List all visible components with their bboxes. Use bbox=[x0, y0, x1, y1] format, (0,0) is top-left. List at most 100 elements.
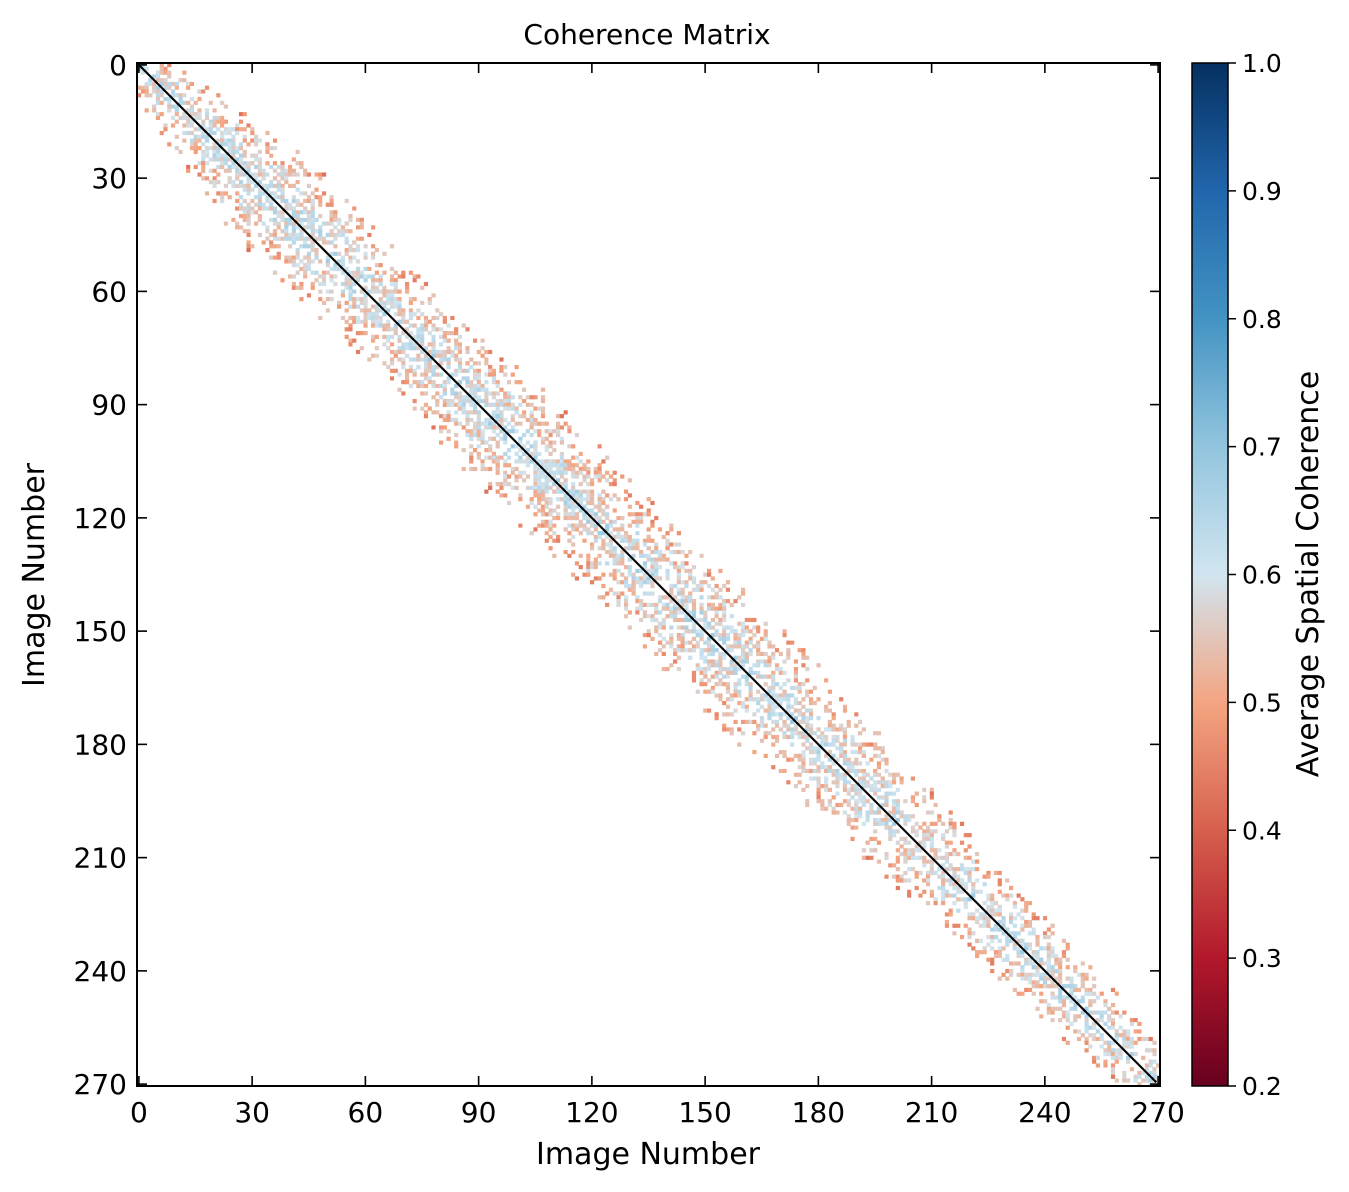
heatmap-cell bbox=[854, 806, 859, 811]
heatmap-cell bbox=[446, 357, 451, 362]
heatmap-cell bbox=[695, 640, 700, 645]
heatmap-cell bbox=[669, 587, 674, 592]
heatmap-cell bbox=[858, 795, 863, 800]
heatmap-cell bbox=[344, 266, 349, 272]
heatmap-cell bbox=[559, 470, 564, 475]
heatmap-cell bbox=[1126, 1029, 1131, 1034]
heatmap-cell bbox=[552, 429, 557, 434]
heatmap-cell bbox=[454, 432, 459, 438]
heatmap-cell bbox=[159, 70, 164, 75]
heatmap-cell bbox=[310, 217, 315, 222]
heatmap-cell bbox=[642, 512, 648, 517]
heatmap-cell bbox=[1024, 976, 1029, 981]
heatmap-cell bbox=[480, 440, 485, 445]
heatmap-cell bbox=[589, 546, 595, 551]
heatmap-cell bbox=[967, 878, 972, 883]
heatmap-cell bbox=[408, 346, 413, 351]
heatmap-cell bbox=[1024, 946, 1029, 951]
heatmap-cell bbox=[204, 134, 210, 139]
heatmap-cell bbox=[725, 682, 731, 687]
heatmap-cell bbox=[454, 417, 459, 423]
heatmap-cell bbox=[544, 459, 549, 464]
heatmap-cell bbox=[374, 312, 379, 317]
heatmap-cell bbox=[1137, 1082, 1142, 1087]
heatmap-cell bbox=[1080, 972, 1085, 977]
heatmap-cell bbox=[1118, 1033, 1123, 1038]
x-tick-label: 270 bbox=[1131, 1096, 1184, 1129]
heatmap-cell bbox=[1005, 957, 1010, 962]
heatmap-cell bbox=[405, 372, 410, 377]
heatmap-cell bbox=[786, 727, 791, 732]
heatmap-cell bbox=[1122, 1010, 1127, 1015]
heatmap-cell bbox=[854, 772, 859, 777]
heatmap-cell bbox=[374, 289, 379, 294]
heatmap-cell bbox=[827, 768, 832, 774]
heatmap-cell bbox=[718, 595, 723, 600]
heatmap-cell bbox=[563, 463, 568, 468]
heatmap-cell bbox=[665, 606, 670, 611]
heatmap-cell bbox=[352, 289, 357, 294]
heatmap-cell bbox=[491, 372, 497, 377]
heatmap-cell bbox=[284, 225, 289, 230]
heatmap-cell bbox=[389, 244, 395, 249]
heatmap-cell bbox=[740, 644, 746, 649]
heatmap-cell bbox=[231, 164, 236, 170]
heatmap-cell bbox=[1005, 893, 1010, 898]
heatmap-cell bbox=[469, 380, 474, 385]
heatmap-cell bbox=[865, 814, 870, 819]
heatmap-cell bbox=[733, 719, 738, 724]
heatmap-cell bbox=[929, 844, 934, 849]
heatmap-cell bbox=[454, 372, 459, 377]
heatmap-cell bbox=[284, 217, 289, 222]
heatmap-cell bbox=[605, 478, 610, 483]
heatmap-cell bbox=[929, 863, 934, 868]
heatmap-cell bbox=[646, 508, 651, 513]
heatmap-cell bbox=[888, 825, 893, 830]
heatmap-cell bbox=[174, 104, 179, 109]
heatmap-cell bbox=[476, 425, 481, 430]
heatmap-cell bbox=[975, 916, 980, 921]
heatmap-cell bbox=[257, 168, 262, 173]
heatmap-cell bbox=[544, 421, 549, 426]
heatmap-cell bbox=[729, 644, 734, 649]
heatmap-cell bbox=[740, 663, 746, 668]
heatmap-cell bbox=[627, 523, 632, 528]
heatmap-cell bbox=[544, 519, 549, 524]
heatmap-cell bbox=[1065, 957, 1070, 962]
heatmap-cell bbox=[737, 621, 742, 626]
heatmap-cell bbox=[959, 863, 965, 868]
heatmap-cell bbox=[235, 146, 240, 151]
heatmap-cell bbox=[673, 561, 678, 566]
heatmap-cell bbox=[707, 644, 712, 649]
heatmap-cell bbox=[371, 323, 376, 328]
heatmap-cell bbox=[284, 221, 289, 226]
heatmap-cell bbox=[605, 561, 610, 566]
heatmap-cell bbox=[261, 176, 266, 181]
heatmap-cell bbox=[1020, 972, 1025, 977]
heatmap-cell bbox=[450, 387, 455, 392]
heatmap-cell bbox=[223, 161, 228, 166]
heatmap-cell bbox=[450, 417, 455, 423]
heatmap-cell bbox=[525, 448, 530, 453]
heatmap-cell bbox=[220, 153, 225, 158]
heatmap-cell bbox=[231, 149, 236, 154]
heatmap-cell bbox=[665, 614, 670, 619]
heatmap-cell bbox=[873, 746, 878, 751]
heatmap-cell bbox=[1092, 976, 1097, 981]
heatmap-cell bbox=[612, 576, 617, 581]
heatmap-cell bbox=[465, 429, 470, 434]
heatmap-cell bbox=[740, 700, 746, 706]
heatmap-cell bbox=[355, 270, 361, 275]
heatmap-cell bbox=[952, 882, 957, 887]
heatmap-cell bbox=[469, 432, 474, 438]
heatmap-cell bbox=[880, 750, 885, 755]
heatmap-cell bbox=[756, 663, 761, 668]
heatmap-cell bbox=[1024, 919, 1029, 925]
heatmap-cell bbox=[869, 776, 874, 781]
heatmap-cell bbox=[280, 236, 285, 241]
heatmap-cell bbox=[314, 270, 319, 275]
heatmap-cell bbox=[612, 572, 617, 577]
heatmap-cell bbox=[654, 565, 659, 570]
heatmap-cell bbox=[1069, 987, 1074, 993]
heatmap-cell bbox=[412, 380, 417, 385]
